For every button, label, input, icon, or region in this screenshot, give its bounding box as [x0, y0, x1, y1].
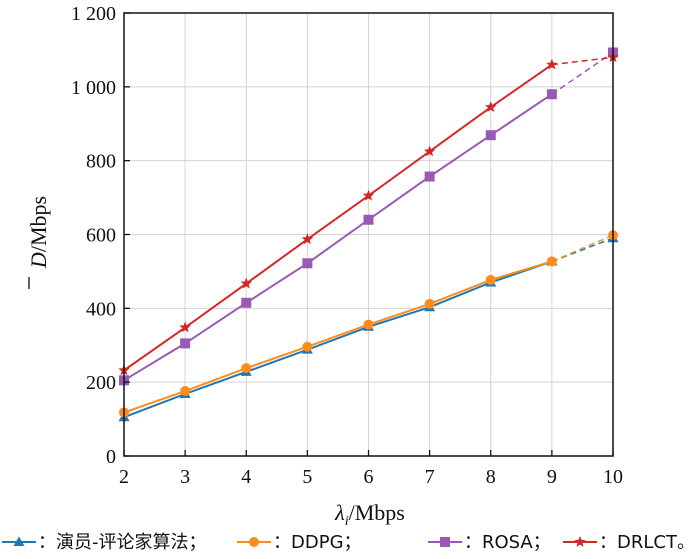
data-point	[240, 277, 252, 289]
x-axis-symbol: λ	[334, 500, 345, 525]
legend-item: ：DRLCT。	[563, 532, 695, 553]
y-tick-label: 800	[86, 151, 116, 173]
data-point	[424, 171, 435, 182]
y-tick-label: 400	[86, 298, 116, 320]
data-point	[423, 145, 436, 157]
data-point	[302, 258, 313, 269]
data-point	[362, 189, 375, 201]
x-tick-label: 5	[302, 466, 312, 488]
data-point	[302, 341, 313, 352]
legend-item: ：DDPG；	[237, 532, 362, 553]
series-line	[123, 93, 553, 382]
x-tick-label: 10	[603, 466, 623, 488]
legend-marker	[440, 537, 450, 547]
series-line-dashed	[551, 56, 614, 66]
svg-text:D/Mbps: D/Mbps	[26, 196, 51, 269]
data-point	[485, 130, 496, 141]
legend-marker	[249, 537, 259, 547]
axis-ticks: 0 200 400 600 800 1 000 1 200 2 3 4 5 6 7 8 9 10	[71, 3, 623, 488]
data-point	[546, 89, 557, 100]
data-point	[363, 214, 374, 225]
y-axis-symbol: D	[26, 252, 51, 269]
y-axis-title: D/Mbps	[26, 196, 51, 289]
y-axis-unit: /Mbps	[26, 196, 51, 252]
x-tick-label: 4	[241, 466, 251, 488]
series-line-dashed	[551, 237, 614, 263]
legend-label: ：DDPG；	[273, 532, 362, 553]
data-point	[180, 338, 191, 349]
legend: ：演员-评论家算法； ：DDPG； ：ROSA； ：DRLCT。	[2, 532, 695, 553]
x-tick-label: 2	[119, 466, 129, 488]
y-tick-label: 0	[106, 446, 116, 468]
series-layer	[118, 47, 619, 422]
y-tick-label: 1 000	[71, 77, 116, 99]
series-circle	[119, 230, 618, 418]
series-line	[123, 260, 553, 419]
y-tick-label: 600	[86, 225, 116, 247]
legend-item: ：演员-评论家算法；	[2, 532, 207, 553]
legend-label: ：演员-评论家算法；	[38, 532, 207, 553]
x-tick-label: 3	[180, 466, 190, 488]
legend-marker	[574, 536, 586, 547]
data-point	[485, 101, 497, 112]
data-point	[546, 58, 558, 70]
series-line	[123, 260, 553, 414]
data-point	[424, 298, 435, 309]
series-line-dashed	[551, 51, 614, 95]
legend-marker	[13, 536, 25, 546]
series-line	[123, 63, 553, 372]
data-point	[241, 297, 252, 308]
series-line-dashed	[551, 234, 614, 263]
x-tick-label: 6	[364, 466, 374, 488]
x-tick-label: 7	[425, 466, 435, 488]
y-tick-label: 200	[86, 372, 116, 394]
data-point	[241, 363, 252, 374]
legend-label: ：ROSA；	[464, 532, 551, 553]
x-tick-label: 8	[486, 466, 496, 488]
data-point	[485, 274, 496, 285]
data-point	[180, 386, 191, 397]
y-tick-label: 1 200	[71, 3, 116, 25]
x-axis-subscript: i	[345, 514, 349, 529]
data-point	[301, 233, 314, 245]
legend-item: ：ROSA；	[428, 532, 551, 553]
x-tick-label: 9	[547, 466, 557, 488]
data-point	[179, 321, 191, 333]
x-axis-title: λi/Mbps	[334, 500, 405, 529]
legend-label: ：DRLCT。	[599, 532, 695, 553]
x-axis-unit: /Mbps	[349, 500, 405, 525]
data-point	[546, 256, 557, 267]
data-point	[363, 319, 374, 330]
grid-lines	[124, 13, 613, 456]
